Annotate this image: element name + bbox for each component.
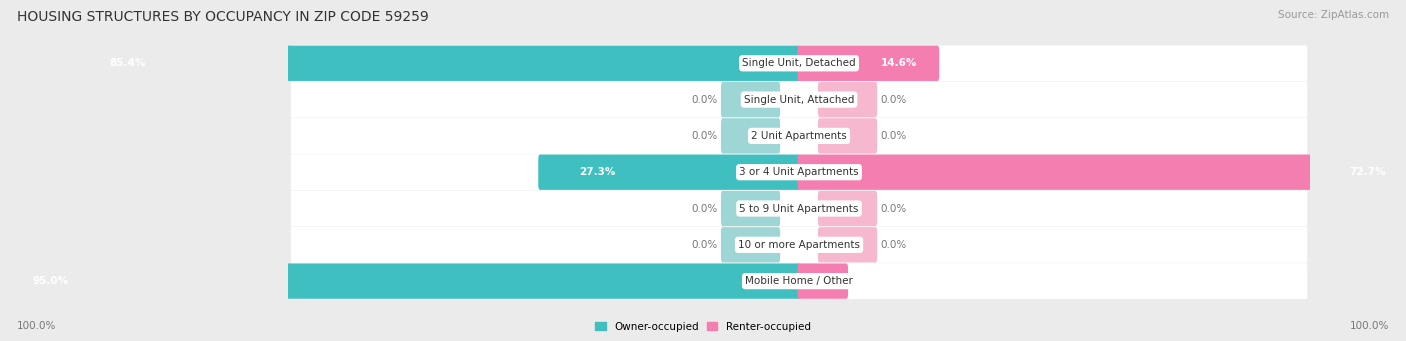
FancyBboxPatch shape: [721, 82, 780, 117]
FancyBboxPatch shape: [797, 264, 848, 299]
Text: 2 Unit Apartments: 2 Unit Apartments: [751, 131, 846, 141]
FancyBboxPatch shape: [797, 154, 1406, 190]
FancyBboxPatch shape: [721, 118, 780, 153]
Text: 27.3%: 27.3%: [579, 167, 614, 177]
FancyBboxPatch shape: [818, 227, 877, 263]
Text: 14.6%: 14.6%: [880, 58, 917, 68]
Text: Source: ZipAtlas.com: Source: ZipAtlas.com: [1278, 10, 1389, 20]
Text: 100.0%: 100.0%: [17, 321, 56, 331]
Text: 0.0%: 0.0%: [692, 94, 717, 105]
Text: 0.0%: 0.0%: [880, 204, 907, 213]
Text: 10 or more Apartments: 10 or more Apartments: [738, 240, 860, 250]
FancyBboxPatch shape: [291, 154, 1308, 190]
FancyBboxPatch shape: [291, 263, 1308, 299]
Text: 85.4%: 85.4%: [110, 58, 146, 68]
Text: 3 or 4 Unit Apartments: 3 or 4 Unit Apartments: [740, 167, 859, 177]
Text: 5 to 9 Unit Apartments: 5 to 9 Unit Apartments: [740, 204, 859, 213]
FancyBboxPatch shape: [818, 118, 877, 153]
Text: Mobile Home / Other: Mobile Home / Other: [745, 276, 853, 286]
Text: Single Unit, Attached: Single Unit, Attached: [744, 94, 855, 105]
Text: 0.0%: 0.0%: [880, 131, 907, 141]
Text: HOUSING STRUCTURES BY OCCUPANCY IN ZIP CODE 59259: HOUSING STRUCTURES BY OCCUPANCY IN ZIP C…: [17, 10, 429, 24]
FancyBboxPatch shape: [0, 46, 800, 81]
Text: 0.0%: 0.0%: [880, 240, 907, 250]
Text: 0.0%: 0.0%: [692, 204, 717, 213]
Text: 0.0%: 0.0%: [692, 240, 717, 250]
FancyBboxPatch shape: [721, 191, 780, 226]
FancyBboxPatch shape: [538, 154, 800, 190]
FancyBboxPatch shape: [291, 227, 1308, 263]
FancyBboxPatch shape: [721, 227, 780, 263]
FancyBboxPatch shape: [291, 191, 1308, 226]
FancyBboxPatch shape: [291, 118, 1308, 154]
FancyBboxPatch shape: [818, 82, 877, 117]
Text: 100.0%: 100.0%: [1350, 321, 1389, 331]
Text: Single Unit, Detached: Single Unit, Detached: [742, 58, 856, 68]
FancyBboxPatch shape: [291, 45, 1308, 81]
Text: 0.0%: 0.0%: [880, 94, 907, 105]
Legend: Owner-occupied, Renter-occupied: Owner-occupied, Renter-occupied: [591, 317, 815, 336]
Text: 0.0%: 0.0%: [692, 131, 717, 141]
FancyBboxPatch shape: [0, 264, 800, 299]
FancyBboxPatch shape: [818, 191, 877, 226]
FancyBboxPatch shape: [291, 81, 1308, 118]
Text: 95.0%: 95.0%: [32, 276, 69, 286]
Text: 72.7%: 72.7%: [1350, 167, 1386, 177]
Text: 5.0%: 5.0%: [810, 276, 839, 286]
FancyBboxPatch shape: [797, 46, 939, 81]
